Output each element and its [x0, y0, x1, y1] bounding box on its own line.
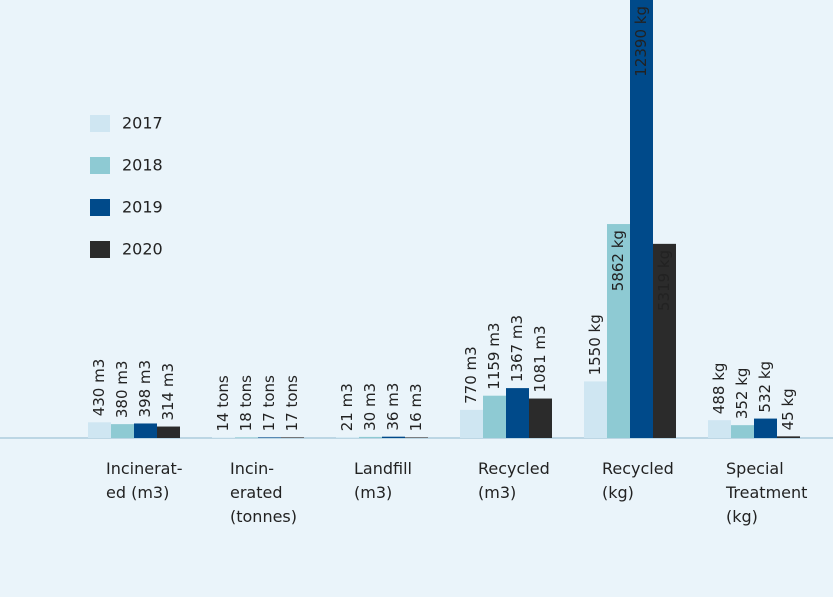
- bar: [630, 0, 653, 438]
- legend-label: 2020: [122, 240, 163, 259]
- value-label: 770 m3: [462, 346, 480, 404]
- bar: [483, 395, 506, 438]
- legend-label: 2017: [122, 114, 163, 133]
- value-label: 398 m3: [136, 360, 154, 418]
- bar: [157, 426, 180, 438]
- value-label: 5319 kg: [655, 250, 673, 311]
- bar: [336, 437, 359, 438]
- value-label: 45 kg: [779, 388, 797, 430]
- bar: [235, 437, 258, 438]
- bar: [134, 423, 157, 438]
- bar: [529, 398, 552, 438]
- bar: [111, 424, 134, 438]
- bar: [359, 436, 382, 438]
- value-label: 30 m3: [361, 383, 379, 431]
- value-label: 314 m3: [159, 363, 177, 421]
- value-label: 380 m3: [113, 361, 131, 419]
- bar: [382, 436, 405, 438]
- value-label: 36 m3: [384, 383, 402, 431]
- value-label: 532 kg: [756, 361, 774, 413]
- bar: [405, 437, 428, 438]
- legend-label: 2018: [122, 156, 163, 175]
- x-tick-label: Recycled (kg): [602, 459, 674, 502]
- x-tick-label: Recycled (m3): [478, 459, 550, 502]
- value-label: 352 kg: [733, 368, 751, 420]
- bar: [708, 420, 731, 438]
- bar: [731, 425, 754, 438]
- value-label: 1081 m3: [531, 325, 549, 392]
- value-label: 1159 m3: [485, 323, 503, 390]
- x-tick-label: Special Treatment (kg): [726, 459, 808, 526]
- bar: [584, 381, 607, 438]
- bar: [212, 437, 235, 438]
- bar: [88, 422, 111, 438]
- value-label: 18 tons: [237, 375, 255, 431]
- value-label: 5862 kg: [609, 230, 627, 291]
- bar: [506, 388, 529, 438]
- bar: [754, 418, 777, 438]
- legend-swatch: [90, 115, 110, 132]
- value-label: 12390 kg: [632, 6, 650, 77]
- value-label: 14 tons: [214, 375, 232, 431]
- bar: [281, 437, 304, 438]
- bar: [653, 243, 676, 438]
- value-label: 17 tons: [260, 375, 278, 431]
- x-tick-label: Landfill (m3): [354, 459, 412, 502]
- legend-swatch: [90, 241, 110, 258]
- bar: [777, 436, 800, 438]
- x-tick-label: Incinerat- ed (m3): [106, 459, 183, 502]
- value-label: 21 m3: [338, 383, 356, 431]
- value-label: 1367 m3: [508, 315, 526, 382]
- bar: [460, 409, 483, 438]
- bar: [258, 437, 281, 438]
- value-label: 1550 kg: [586, 314, 604, 375]
- legend-swatch: [90, 157, 110, 174]
- value-label: 430 m3: [90, 359, 108, 417]
- value-label: 16 m3: [407, 383, 425, 431]
- legend-swatch: [90, 199, 110, 216]
- x-tick-label: Incin- erated (tonnes): [230, 459, 298, 526]
- value-label: 488 kg: [710, 363, 728, 415]
- bar: [607, 224, 630, 438]
- value-label: 17 tons: [283, 375, 301, 431]
- legend-label: 2019: [122, 198, 163, 217]
